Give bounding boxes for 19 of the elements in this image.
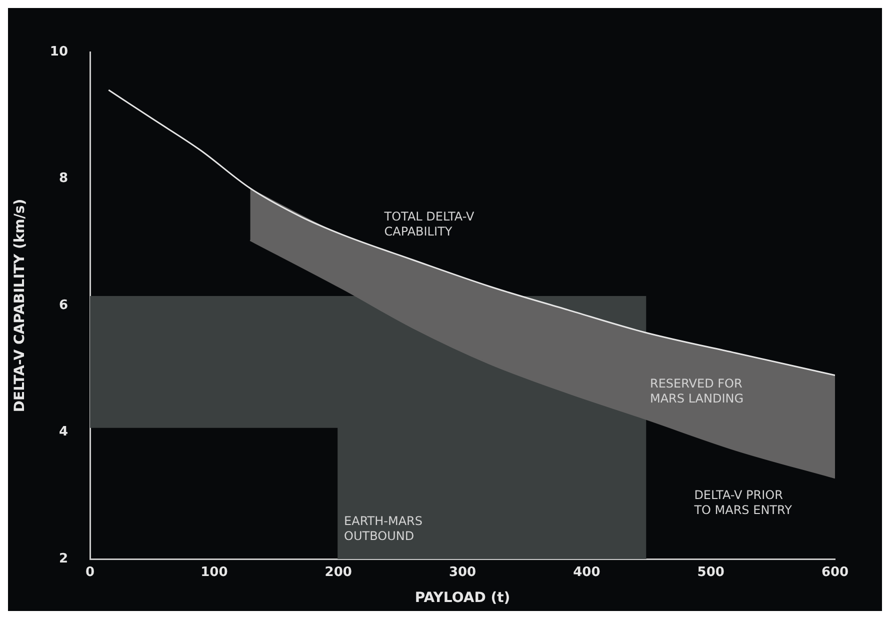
annotation: RESERVED FOR MARS LANDING xyxy=(650,376,744,406)
x-axis-title: PAYLOAD (t) xyxy=(414,590,510,606)
y-tick-label: 8 xyxy=(58,171,68,186)
x-tick-label: 100 xyxy=(200,565,228,580)
x-tick-label: 600 xyxy=(821,565,849,580)
y-axis-title: DELTA-V CAPABILITY (km/s) xyxy=(12,198,28,412)
x-tick-label: 200 xyxy=(324,565,352,580)
annotation: EARTH-MARS OUTBOUND xyxy=(344,514,423,544)
annotation: DELTA-V PRIOR TO MARS ENTRY xyxy=(693,488,793,518)
x-tick-label: 0 xyxy=(85,565,95,580)
y-tick-label: 2 xyxy=(58,551,68,566)
x-tick-label: 300 xyxy=(448,565,476,580)
y-tick-label: 4 xyxy=(58,424,68,440)
x-tick-label: 400 xyxy=(573,565,600,580)
x-tick-label: 500 xyxy=(697,565,724,580)
annotation: TOTAL DELTA-V CAPABILITY xyxy=(383,209,475,238)
line-series xyxy=(108,89,835,376)
y-tick-label: 10 xyxy=(50,44,68,60)
y-tick-label: 6 xyxy=(58,298,68,313)
